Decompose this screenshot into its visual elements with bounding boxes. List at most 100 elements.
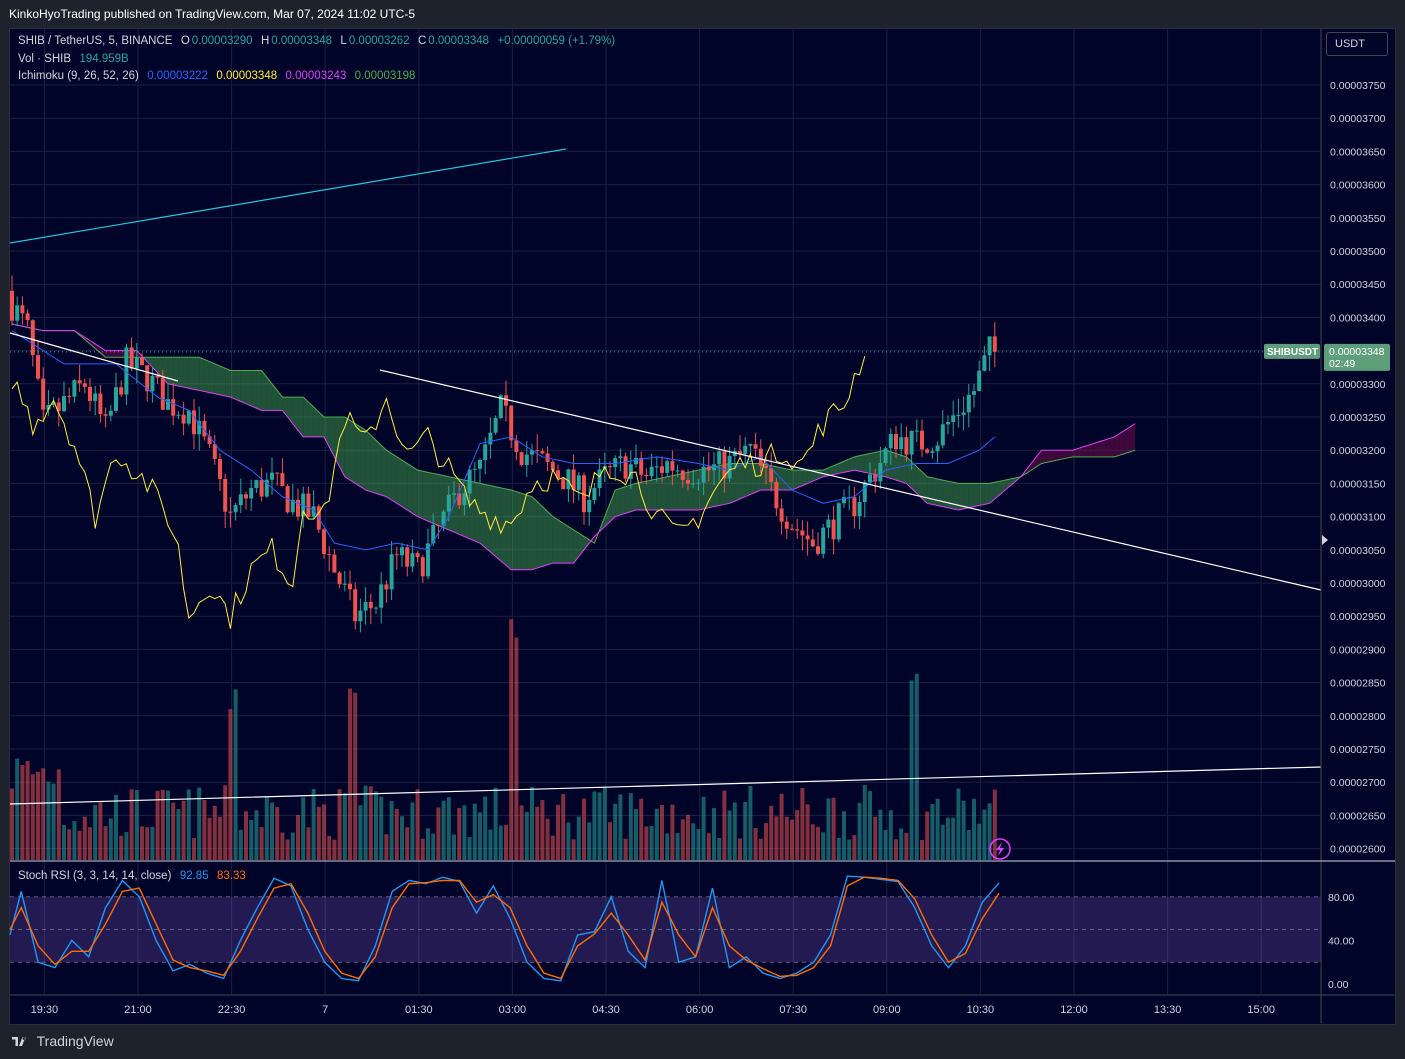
legend-symbol[interactable]: SHIB / TetherUS, 5, BINANCE — [18, 35, 173, 47]
legend-o-label: O — [180, 35, 190, 47]
kumo-segment — [1088, 443, 1094, 457]
volume-bar — [540, 800, 545, 860]
kumo-segment — [308, 402, 314, 437]
candle-body — [592, 488, 597, 501]
kumo-segment — [942, 480, 948, 508]
trendlines[interactable] — [9, 148, 1322, 860]
volume-bar — [769, 805, 774, 860]
candle-body — [46, 404, 51, 410]
last-price-badge[interactable] — [1324, 343, 1390, 371]
kumo-segment — [1098, 440, 1104, 457]
volume-bar — [748, 786, 753, 860]
kumo-segment — [786, 469, 792, 491]
volume-bar — [379, 796, 384, 860]
price-tick-label: 0.00003050 — [1330, 545, 1386, 557]
legend-stoch-row[interactable]: Stoch RSI (3, 3, 14, 14, close) 92.85 83… — [18, 870, 248, 882]
candle-body — [379, 584, 384, 608]
trendline-cyan[interactable] — [9, 148, 567, 244]
trendline-white-volume[interactable] — [9, 766, 1322, 805]
volume-bar — [868, 791, 872, 860]
volume-bar — [940, 824, 945, 860]
volume-bar — [977, 823, 982, 860]
candle-body — [639, 457, 644, 475]
candle-body — [20, 305, 25, 314]
kumo-segment — [448, 476, 454, 533]
volume-bar — [842, 811, 846, 860]
trendline-white-descending[interactable] — [379, 369, 1322, 591]
volume-bar — [249, 820, 254, 860]
candle-body — [93, 393, 98, 401]
tradingview-brand[interactable]: TradingView — [12, 1033, 114, 1049]
legend-volume-row[interactable]: Vol · SHIB 194.959B — [18, 53, 131, 65]
volume-bar — [483, 796, 488, 860]
candle-body — [831, 519, 836, 540]
time-tick-label: 12:00 — [1060, 1004, 1088, 1016]
volume-bar — [176, 808, 181, 860]
trendline-white-upper-left[interactable] — [9, 332, 179, 382]
kumo-segment — [802, 470, 808, 486]
stoch-tick-label: 80.00 — [1328, 892, 1354, 904]
volume-bar — [290, 832, 295, 860]
candle-body — [561, 478, 566, 490]
lightning-icon[interactable] — [989, 838, 1011, 860]
candle-body — [244, 494, 248, 499]
scroll-right-icon[interactable] — [1322, 535, 1328, 545]
legend-vol-value: 194.959B — [79, 53, 129, 65]
kumo-segment — [365, 430, 371, 492]
candle-body — [649, 466, 654, 477]
candle-body — [956, 415, 961, 417]
legend-ichimoku-spanb: 0.00003243 — [285, 70, 347, 82]
volume-bar — [696, 829, 701, 860]
legend-stoch-d: 83.33 — [216, 870, 246, 882]
volume-bar — [129, 789, 134, 860]
kumo-segment — [116, 350, 122, 358]
volume-bar — [62, 824, 66, 860]
kumo-segment — [433, 473, 439, 526]
kumo-segment — [953, 482, 959, 510]
volume-bar — [883, 829, 888, 860]
volume-bar — [660, 805, 664, 860]
candle-body — [353, 589, 358, 622]
candle-body — [925, 449, 930, 453]
volume-bar — [10, 788, 14, 860]
volume-bar — [717, 837, 722, 860]
kumo-segment — [901, 455, 907, 484]
volume-bar — [212, 805, 217, 860]
volume-bar — [264, 797, 269, 860]
volume-bar — [420, 838, 425, 860]
stoch-d-line — [9, 876, 1000, 980]
volume-bar — [758, 838, 763, 860]
candle-body — [363, 601, 368, 611]
volume-bar — [46, 781, 51, 860]
candle-body — [972, 391, 976, 395]
volume-bar — [556, 804, 560, 860]
stoch-tick-label: 0.00 — [1328, 979, 1349, 991]
price-tick-label: 0.00002650 — [1330, 810, 1386, 822]
kumo-segment — [615, 488, 621, 517]
candle-body — [842, 497, 846, 504]
candle-body — [155, 375, 160, 378]
volume-bar — [171, 802, 176, 860]
candle-body — [904, 437, 909, 455]
volume-bar — [670, 804, 675, 860]
legend-ichimoku-row[interactable]: Ichimoku (9, 26, 52, 26) 0.00003222 0.00… — [18, 70, 417, 82]
candle-body — [805, 535, 810, 540]
candle-body — [306, 493, 311, 517]
candle-body — [296, 499, 300, 517]
volume-bar — [608, 822, 612, 860]
volume-bar — [462, 805, 467, 860]
volume-bar — [946, 817, 950, 860]
candle-body — [77, 380, 82, 384]
kumo-segment — [474, 482, 480, 544]
symbol-badge[interactable] — [1264, 343, 1320, 359]
volume-bar — [280, 832, 285, 860]
candle-body — [124, 347, 129, 395]
candle-body — [691, 483, 696, 485]
kumo-segment — [1031, 456, 1037, 471]
currency-selector[interactable]: USDT — [1326, 32, 1388, 56]
volume-bar — [790, 819, 794, 860]
kumo-segment — [734, 463, 740, 502]
volume-bar — [410, 802, 415, 860]
volume-bar — [628, 793, 633, 860]
